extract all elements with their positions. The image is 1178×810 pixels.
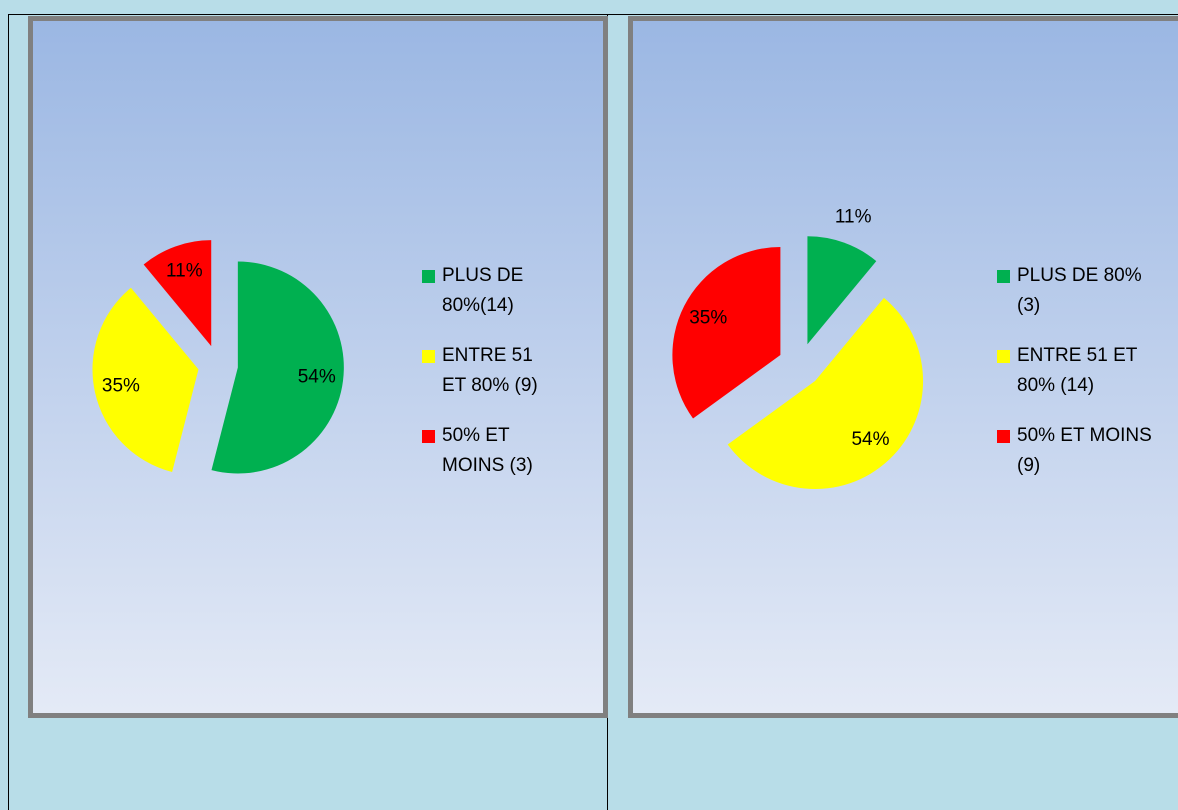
legend-label: PLUS DE 80%(14) — [442, 265, 524, 316]
legend-swatch — [422, 350, 435, 363]
legend-item: PLUS DE 80% (3) — [995, 261, 1170, 321]
pie-slice — [211, 261, 344, 474]
legend: PLUS DE 80%(14) ENTRE 51 ET 80% (9) 50% ET… — [420, 261, 560, 501]
legend-label: PLUS DE 80% (3) — [1017, 265, 1142, 316]
pie-slice — [143, 240, 212, 347]
chart-panel: 54% 35% 11% PLUS DE 80%(14) ENTRE 51 ET 80% … — [28, 16, 608, 718]
legend-item: ENTRE 51 ET 80% (14) — [995, 341, 1170, 401]
pie-slice — [672, 247, 781, 419]
legend: PLUS DE 80% (3) ENTRE 51 ET 80% (14) 50% E… — [995, 261, 1170, 501]
legend-item: 50% ET MOINS (9) — [995, 421, 1170, 481]
legend-swatch — [422, 270, 435, 283]
legend-label: 50% ET MOINS (3) — [442, 425, 533, 476]
legend-item: PLUS DE 80%(14) — [420, 261, 560, 321]
data-label: 54% — [298, 366, 336, 387]
pie-slice — [92, 287, 199, 473]
data-label: 35% — [102, 376, 140, 397]
legend-label: ENTRE 51 ET 80% (14) — [1017, 345, 1138, 396]
data-label: 11% — [166, 260, 203, 281]
legend-item: ENTRE 51 ET 80% (9) — [420, 341, 560, 401]
data-label: 54% — [851, 429, 889, 450]
data-label: 11% — [835, 206, 872, 227]
chart-panel: 11% 54% 35% PLUS DE 80% (3) ENTRE 51 ET 80% … — [628, 16, 1178, 718]
pie-slice — [727, 297, 924, 490]
pie-slice — [807, 236, 877, 345]
legend-item: 50% ET MOINS (3) — [420, 421, 560, 481]
data-label: 35% — [689, 307, 727, 328]
pie-chart: 11% 54% 35% — [672, 206, 924, 490]
legend-label: ENTRE 51 ET 80% (9) — [442, 345, 538, 396]
legend-swatch — [997, 270, 1010, 283]
legend-swatch — [997, 430, 1010, 443]
legend-label: 50% ET MOINS (9) — [1017, 425, 1152, 476]
legend-swatch — [997, 350, 1010, 363]
pie-chart: 54% 35% 11% — [92, 240, 344, 474]
legend-swatch — [422, 430, 435, 443]
